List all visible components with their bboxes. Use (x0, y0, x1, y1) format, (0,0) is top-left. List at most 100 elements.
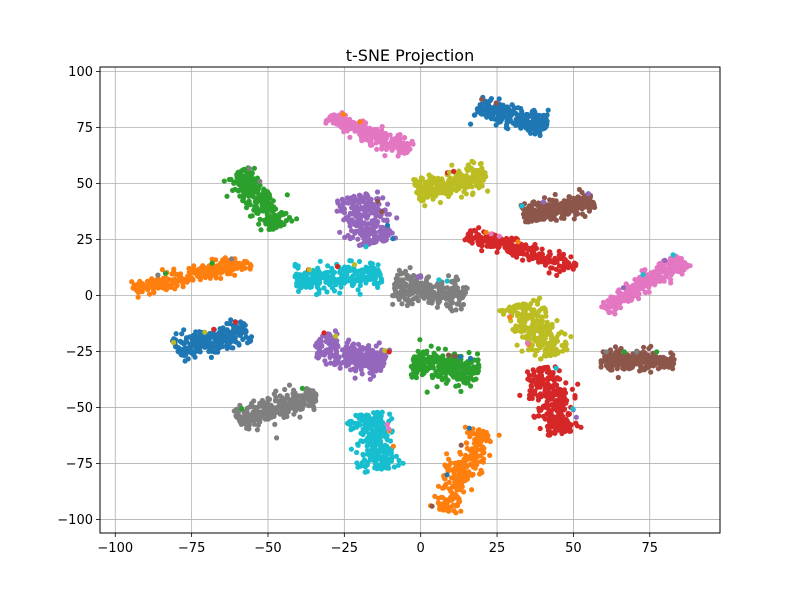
scatter-point (550, 265, 555, 270)
scatter-point (234, 175, 239, 180)
scatter-point (449, 497, 454, 502)
scatter-point (388, 132, 393, 137)
scatter-point (327, 355, 332, 360)
scatter-point (382, 153, 387, 158)
scatter-point (360, 357, 365, 362)
scatter-point (466, 473, 471, 478)
scatter-point (333, 328, 338, 333)
scatter-point (586, 191, 591, 196)
scatter-point (368, 143, 373, 148)
scatter-point (419, 185, 424, 190)
scatter-point (187, 334, 192, 339)
scatter-point (578, 425, 583, 430)
scatter-point (370, 447, 375, 452)
scatter-point (522, 303, 527, 308)
scatter-point (364, 125, 369, 130)
scatter-point (526, 347, 531, 352)
scatter-point (374, 140, 379, 145)
scatter-point (342, 210, 347, 215)
scatter-point (327, 282, 332, 287)
scatter-point (370, 261, 375, 266)
scatter-point (450, 467, 455, 472)
scatter-point (443, 347, 448, 352)
scatter-point (564, 259, 569, 264)
scatter-point (436, 484, 441, 489)
scatter-point (461, 177, 466, 182)
scatter-point (417, 337, 422, 342)
scatter-point (158, 282, 163, 287)
scatter-point (233, 179, 238, 184)
scatter-point (449, 297, 454, 302)
scatter-point (458, 389, 463, 394)
scatter-point (372, 369, 377, 374)
scatter-point (602, 305, 607, 310)
scatter-point (343, 278, 348, 283)
scatter-point (636, 282, 641, 287)
scatter-point (321, 330, 326, 335)
scatter-point (239, 267, 244, 272)
scatter-point (538, 408, 543, 413)
scatter-point (554, 366, 559, 371)
scatter-point (347, 135, 352, 140)
scatter-point (390, 302, 395, 307)
scatter-point (271, 204, 276, 209)
scatter-point (441, 485, 446, 490)
scatter-point (364, 227, 369, 232)
scatter-point (356, 287, 361, 292)
scatter-point (179, 331, 184, 336)
scatter-point (543, 353, 548, 358)
scatter-point (544, 257, 549, 262)
scatter-point (544, 323, 549, 328)
scatter-point (359, 213, 364, 218)
scatter-point (352, 356, 357, 361)
scatter-point (526, 128, 531, 133)
scatter-point (363, 280, 368, 285)
scatter-point (209, 355, 214, 360)
scatter-point (671, 361, 676, 366)
scatter-point (559, 419, 564, 424)
scatter-point (178, 351, 183, 356)
scatter-point (421, 364, 426, 369)
scatter-point (538, 356, 543, 361)
scatter-point (371, 130, 376, 135)
scatter-point (475, 351, 480, 356)
scatter-point (662, 258, 667, 263)
scatter-point (233, 320, 238, 325)
scatter-point (164, 287, 169, 292)
scatter-point (337, 291, 342, 296)
scatter-point (560, 349, 565, 354)
scatter-point (607, 361, 612, 366)
scatter-point (468, 180, 473, 185)
scatter-point (659, 264, 664, 269)
scatter-point (563, 380, 568, 385)
scatter-point (525, 369, 530, 374)
scatter-point (224, 266, 229, 271)
scatter-point (526, 219, 531, 224)
scatter-point (245, 340, 250, 345)
scatter-point (447, 480, 452, 485)
scatter-point (555, 407, 560, 412)
scatter-point (671, 252, 676, 257)
scatter-point (338, 366, 343, 371)
scatter-point (208, 267, 213, 272)
scatter-point (572, 395, 577, 400)
scatter-point (342, 235, 347, 240)
scatter-point (294, 216, 299, 221)
scatter-point (477, 239, 482, 244)
scatter-point (413, 362, 418, 367)
scatter-point (554, 382, 559, 387)
scatter-point (236, 170, 241, 175)
scatter-point (543, 365, 548, 370)
scatter-point (390, 231, 395, 236)
scatter-point (582, 205, 587, 210)
scatter-point (417, 196, 422, 201)
scatter-point (229, 262, 234, 267)
scatter-point (253, 199, 258, 204)
scatter-point (646, 346, 651, 351)
scatter-point (385, 202, 390, 207)
scatter-point (474, 366, 479, 371)
scatter-point (346, 338, 351, 343)
scatter-point (324, 289, 329, 294)
scatter-point (385, 223, 390, 228)
